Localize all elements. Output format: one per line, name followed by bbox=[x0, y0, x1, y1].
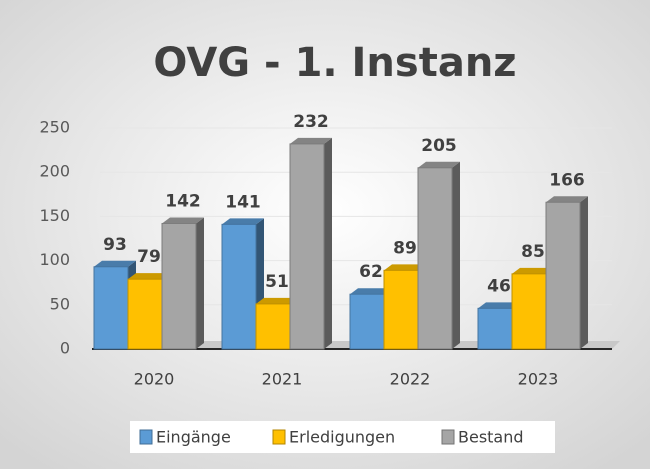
y-tick-label: 150 bbox=[39, 206, 70, 225]
bar-top bbox=[546, 196, 588, 203]
bar bbox=[511, 273, 547, 350]
bar-side bbox=[196, 217, 204, 349]
bar-side bbox=[452, 161, 460, 349]
bar-top bbox=[162, 217, 204, 224]
bar-top bbox=[290, 137, 332, 144]
y-tick-label: 200 bbox=[39, 162, 70, 181]
data-label: 46 bbox=[487, 276, 511, 296]
bar bbox=[349, 293, 385, 350]
y-tick-label: 250 bbox=[39, 118, 70, 137]
legend-label: Bestand bbox=[458, 428, 524, 447]
legend-label: Erledigungen bbox=[289, 428, 395, 447]
y-tick-label: 0 bbox=[60, 339, 70, 358]
data-label: 89 bbox=[393, 238, 417, 258]
bar-top bbox=[384, 264, 426, 271]
bar bbox=[93, 266, 129, 350]
bar-top bbox=[418, 161, 460, 168]
data-label: 166 bbox=[549, 170, 585, 190]
bar-top bbox=[256, 297, 298, 304]
data-label: 142 bbox=[165, 191, 201, 211]
legend-box bbox=[130, 421, 555, 453]
data-label: 205 bbox=[421, 136, 457, 156]
legend-swatch bbox=[441, 429, 455, 445]
y-tick-label: 100 bbox=[39, 250, 70, 269]
bar bbox=[383, 269, 419, 350]
bar-side bbox=[580, 196, 588, 349]
bar bbox=[545, 201, 581, 350]
bar bbox=[221, 223, 257, 350]
data-label: 51 bbox=[265, 272, 289, 292]
bar-top bbox=[478, 302, 520, 309]
bar-top bbox=[222, 218, 264, 225]
data-label: 85 bbox=[521, 242, 545, 262]
data-label: 232 bbox=[293, 112, 329, 132]
data-label: 93 bbox=[103, 235, 127, 255]
bar bbox=[255, 303, 291, 350]
bar bbox=[161, 222, 197, 350]
bar-top bbox=[128, 273, 170, 280]
x-tick-label: 2020 bbox=[134, 370, 175, 389]
legend-swatch bbox=[139, 429, 153, 445]
x-tick-label: 2022 bbox=[390, 370, 431, 389]
data-label: 79 bbox=[137, 247, 161, 267]
legend-label: Eingänge bbox=[156, 428, 231, 447]
x-tick-label: 2021 bbox=[262, 370, 303, 389]
chart-title: OVG - 1. Instanz bbox=[153, 40, 516, 86]
data-label: 141 bbox=[225, 192, 261, 212]
x-tick-label: 2023 bbox=[518, 370, 559, 389]
bar bbox=[127, 278, 163, 350]
bar-top bbox=[350, 288, 392, 295]
bar bbox=[417, 167, 453, 350]
bar-side bbox=[324, 137, 332, 349]
bar bbox=[289, 143, 325, 350]
legend-swatch bbox=[272, 429, 286, 445]
data-label: 62 bbox=[359, 262, 383, 282]
y-tick-label: 50 bbox=[50, 294, 70, 313]
bar-top bbox=[94, 260, 136, 267]
bar bbox=[477, 307, 513, 350]
bar-top bbox=[512, 267, 554, 274]
